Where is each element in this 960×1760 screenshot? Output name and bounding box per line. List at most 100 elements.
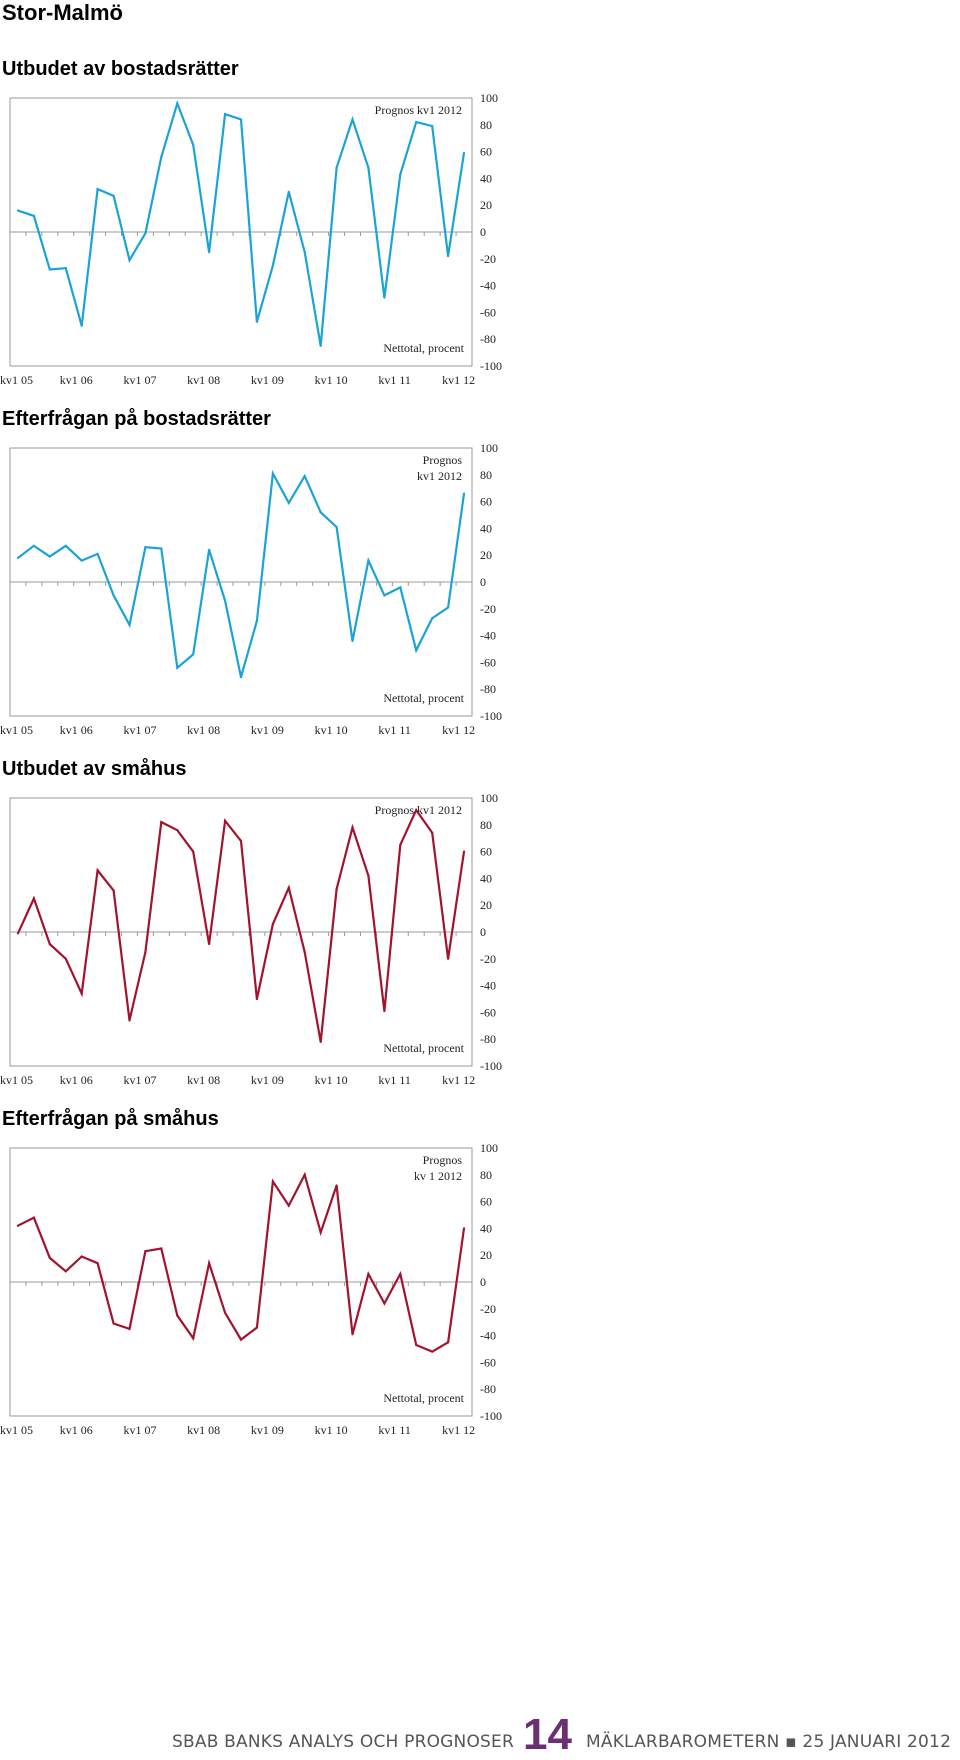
series-line [17,1171,466,1353]
data-point [255,619,259,622]
data-point [367,166,370,169]
y-tick-label: 60 [480,1195,492,1209]
chart-title: Efterfrågan på småhus [2,1108,219,1130]
x-tick-label: kv1 11 [378,723,411,737]
data-point [303,951,306,954]
y-tick-label: -80 [480,1382,496,1396]
x-tick-label: kv1 08 [187,1423,220,1437]
data-point [351,1333,354,1336]
data-point [48,555,51,558]
data-point [462,492,466,495]
data-point [176,102,179,105]
data-point [431,125,434,128]
data-point [208,1262,211,1265]
data-point [335,888,338,891]
chart-1: Utbudet av bostadsrätter 100 80 60 40 20 0 -20 -… [0,58,520,388]
y-tick-label: 40 [480,871,492,885]
y-tick-label: 100 [480,791,498,805]
data-point [16,1224,20,1227]
y-tick-label: -20 [480,602,496,616]
data-point [192,850,195,853]
data-point [447,606,450,609]
x-tick-label: kv1 11 [378,373,411,387]
data-point [32,544,35,547]
data-point [112,594,115,597]
y-tick-label: 100 [480,91,498,105]
data-point [64,267,67,270]
y-tick-label: -60 [480,655,496,669]
data-point [80,1255,83,1258]
series-line [17,469,466,678]
data-point [96,1262,99,1265]
data-point [255,320,259,323]
data-point [64,544,67,547]
y-tick-label: 80 [480,818,492,832]
y-tick-label: 0 [480,1275,486,1289]
data-point [176,1314,179,1317]
data-point [16,556,20,559]
data-point [160,1247,163,1250]
data-point [367,559,370,562]
y-tick-label: 20 [480,198,492,212]
chart-4: Efterfrågan på småhus 100 80 60 40 20 0 -20 -40 -… [0,1108,520,1438]
data-point [239,676,243,679]
y-tick-label: -100 [480,1059,502,1073]
data-point [112,1322,115,1325]
y-tick-label: -60 [480,1005,496,1019]
y-tick-label: -100 [480,1409,502,1423]
y-tick-label: -100 [480,359,502,373]
data-point [303,251,306,254]
data-point [415,649,418,652]
y-tick-label: -40 [480,629,496,643]
chart-2: Efterfrågan på bostadsrätter 100 80 60 40 20 0… [0,408,520,738]
prognosis-label: kv 1 2012 [414,1169,462,1183]
x-tick-label: kv1 05 [0,723,33,737]
data-point [462,151,466,155]
data-point [383,594,386,597]
x-tick-label: kv1 09 [251,373,284,387]
x-tick-label: kv1 12 [442,1423,475,1437]
footer-publisher: SBAB BANKS ANALYS OCH PROGNOSER [172,1732,514,1752]
data-point [431,1350,434,1353]
data-point [144,546,147,549]
x-tick-label: kv1 09 [251,1073,284,1087]
data-point [64,1270,67,1273]
data-point [48,1256,51,1259]
page-title: Stor-Malmö [2,0,123,25]
data-point [319,344,322,347]
prognosis-label: kv1 2012 [417,469,462,483]
x-tick-label: kv1 11 [378,1423,411,1437]
data-point [128,1327,131,1330]
data-point [32,1216,35,1219]
x-tick-label: kv1 05 [0,373,33,387]
data-point [303,1173,306,1176]
data-point [415,1343,418,1347]
y-tick-label: 0 [480,925,486,939]
data-point [399,1272,402,1276]
data-point [351,118,354,121]
x-tick-label: kv1 10 [315,373,348,387]
data-point [287,190,290,193]
data-point [208,548,211,551]
data-point [112,889,115,892]
x-tick-label: kv1 12 [442,723,475,737]
chart-svg: 100 80 60 40 20 0 -20 -40 -60 -80 -100 kv1 05 kv1 06… [0,1141,502,1437]
data-point [271,264,274,267]
data-point [447,1341,450,1344]
data-point [399,843,402,846]
data-point [319,1040,322,1043]
data-point [128,623,131,626]
y-tick-label: 60 [480,145,492,159]
data-point [462,1227,466,1230]
y-tick-label: 40 [480,521,492,535]
footer-publication: MÄKLARBAROMETERN ▪ 25 JANUARI 2012 [586,1732,952,1752]
y-tick-label: 20 [480,548,492,562]
data-point [128,259,131,262]
data-point [415,121,418,124]
unit-label: Nettotal, procent [383,1041,464,1055]
chart-svg: 100 80 60 40 20 0 -20 -40 -60 -80 -100 kv1 05 kv1 06… [0,791,502,1087]
prognosis-label: Prognos [423,453,463,467]
data-point [431,617,434,620]
data-point [80,992,83,995]
x-tick-label: kv1 06 [60,373,93,387]
